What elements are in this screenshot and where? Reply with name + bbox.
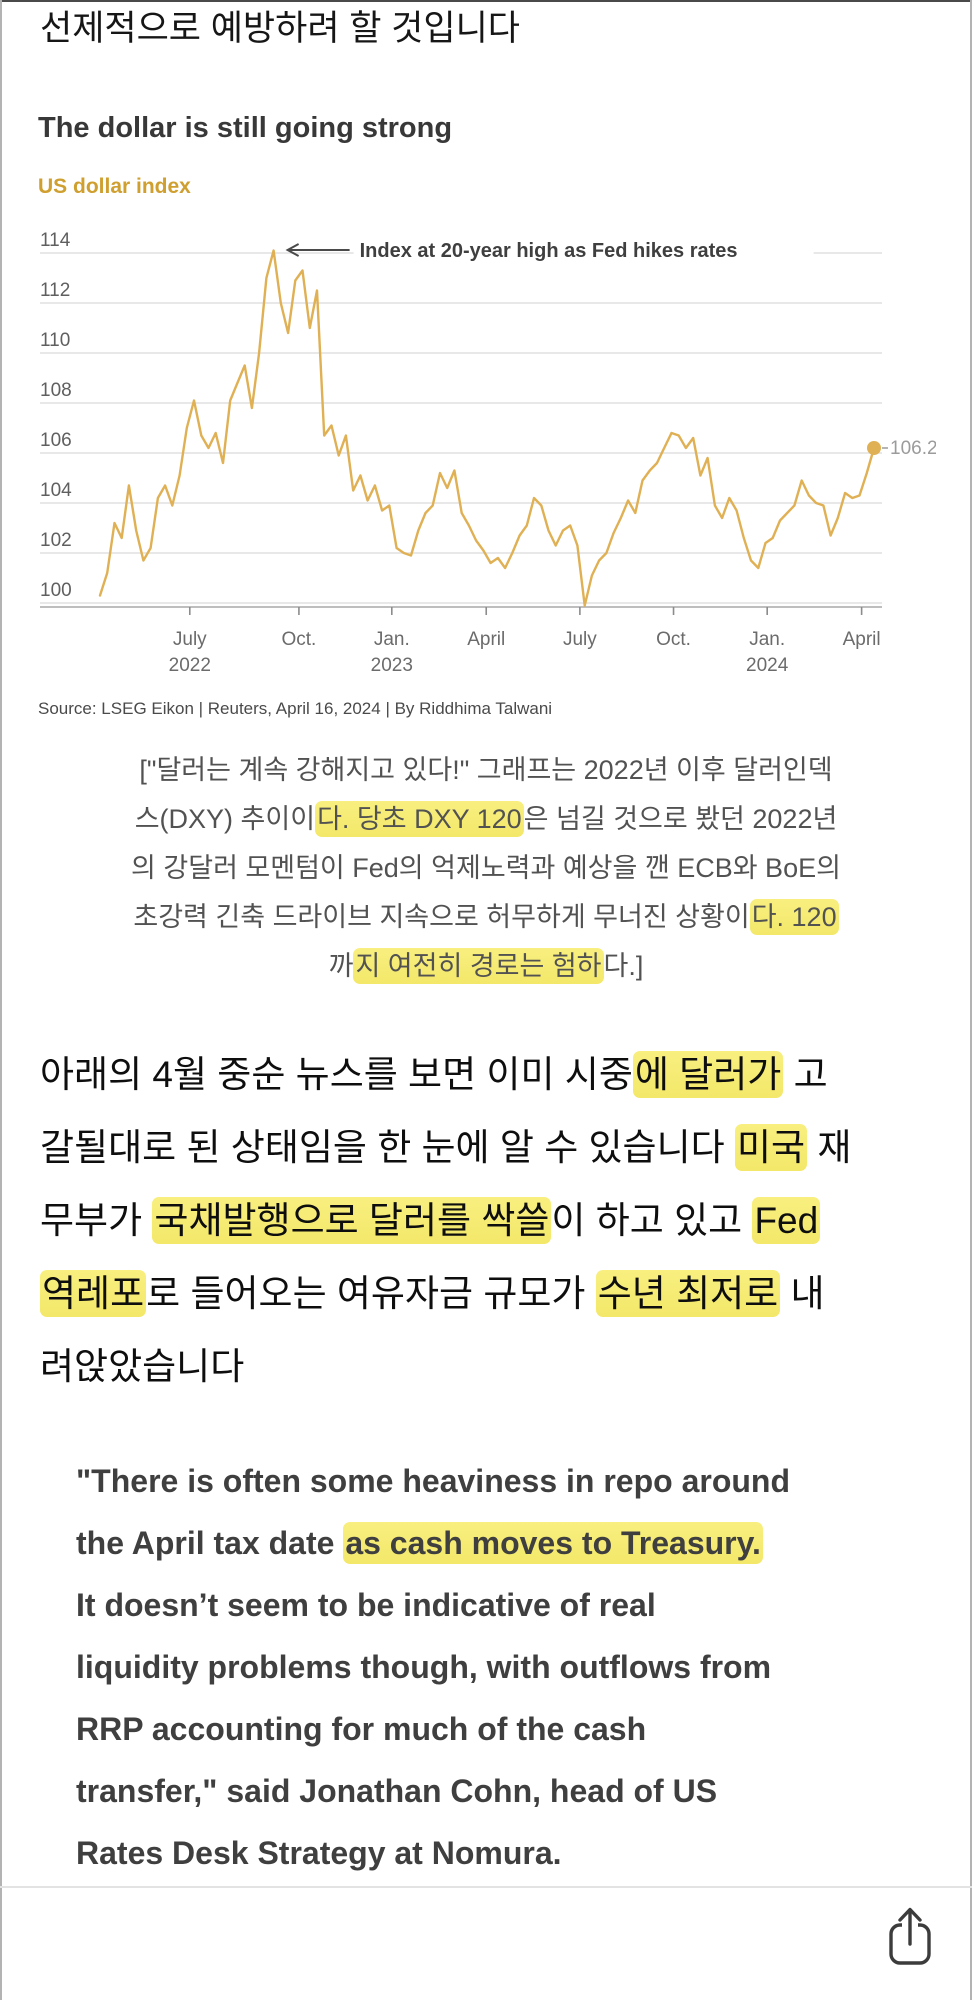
- highlight: 수년 최저로: [595, 1270, 781, 1317]
- svg-text:2024: 2024: [746, 655, 789, 676]
- page-title: 선제적으로 예방하려 할 것입니다: [40, 9, 520, 48]
- highlight: 다. 당초 DXY 120: [315, 801, 524, 837]
- body-paragraph: 아래의 4월 중순 뉴스를 보면 이미 시중에 달러가 고 갈될대로 된 상태임을…: [40, 1038, 948, 1403]
- screen-top-edge: [0, 0, 972, 2]
- text-line: "There is often some heaviness in repo a…: [76, 1463, 791, 1499]
- svg-text:100: 100: [40, 580, 72, 601]
- text-line: Rates Desk Strategy at Nomura.: [76, 1835, 562, 1871]
- screen-left-edge: [0, 0, 2, 2000]
- svg-text:Jan.: Jan.: [374, 629, 410, 650]
- svg-text:2022: 2022: [169, 655, 211, 676]
- highlight: 에 달러가: [632, 1051, 784, 1098]
- screen-right-edge: [970, 0, 972, 2000]
- share-button[interactable]: [882, 1904, 938, 1970]
- svg-text:Index at 20-year high as Fed h: Index at 20-year high as Fed hikes rates: [360, 240, 738, 262]
- svg-text:July: July: [173, 629, 207, 650]
- text-line: transfer," said Jonathan Cohn, head of U…: [76, 1773, 718, 1809]
- text-line: 려앉았습니다: [40, 1346, 245, 1387]
- svg-text:112: 112: [40, 280, 70, 301]
- svg-text:2023: 2023: [371, 655, 413, 676]
- bottom-divider: [0, 1886, 972, 1888]
- quote-block: "There is often some heaviness in repo a…: [76, 1450, 938, 1884]
- highlight: Fed: [752, 1197, 821, 1244]
- text-line: 아래의 4월 중순 뉴스를 보면 이미 시중에 달러가 고: [40, 1038, 948, 1111]
- svg-text:Oct.: Oct.: [656, 629, 691, 650]
- text-line: RRP accounting for much of the cash: [76, 1711, 647, 1747]
- highlight: 국채발행으로 달러를 싹쓸: [152, 1197, 552, 1244]
- text-line: 스(DXY) 추이이다. 당초 DXY 120은 넘길 것으로 봤던 2022년: [36, 795, 936, 844]
- svg-text:102: 102: [40, 530, 72, 551]
- svg-text:Jan.: Jan.: [749, 629, 785, 650]
- chart-subtitle: US dollar index: [38, 175, 191, 198]
- highlight: 미국: [734, 1124, 808, 1171]
- highlight: 다. 120: [749, 899, 839, 935]
- highlight: 지 여전히 경로는 험하: [353, 948, 604, 984]
- svg-text:108: 108: [40, 380, 72, 401]
- dollar-index-line-chart: 100 102 104 106 108 110 112 114 July 2022 Oct. Jan.…: [40, 230, 936, 676]
- share-icon: [889, 1907, 931, 1965]
- svg-text:Oct.: Oct.: [281, 629, 316, 650]
- text-line: 초강력 긴축 드라이브 지속으로 허무하게 무너진 상황이다. 120: [36, 893, 936, 942]
- svg-text:106.2: 106.2: [890, 438, 936, 459]
- text-line: 갈될대로 된 상태임을 한 눈에 알 수 있습니다 미국 재: [40, 1111, 948, 1184]
- svg-text:106: 106: [40, 430, 72, 451]
- svg-text:July: July: [563, 629, 597, 650]
- text-line: 역레포로 들어오는 여유자금 규모가 수년 최저로 내: [40, 1257, 948, 1330]
- text-line: 까지 여전히 경로는 험하다.]: [36, 942, 936, 991]
- chart-title: The dollar is still going strong: [38, 112, 453, 144]
- highlight: 역레포: [40, 1270, 147, 1317]
- svg-text:104: 104: [40, 480, 72, 501]
- text-line: 의 강달러 모멘텀이 Fed의 억제노력과 예상을 깬 ECB와 BoE의: [131, 853, 841, 883]
- text-line: 무부가 국채발행으로 달러를 싹쓸이 하고 있고 Fed: [40, 1184, 948, 1257]
- text-line: liquidity problems though, with outflows…: [76, 1649, 772, 1685]
- svg-text:April: April: [467, 629, 505, 650]
- chart-source-credit: Source: LSEG Eikon | Reuters, April 16, …: [38, 699, 553, 718]
- text-line: the April tax date as cash moves to Trea…: [76, 1512, 938, 1574]
- svg-text:114: 114: [40, 230, 71, 251]
- highlight: as cash moves to Treasury.: [343, 1522, 763, 1564]
- svg-text:April: April: [843, 629, 881, 650]
- svg-text:110: 110: [40, 330, 70, 351]
- text-line: It doesn’t seem to be indicative of real: [76, 1587, 656, 1623]
- text-line: ["달러는 계속 강해지고 있다!" 그래프는 2022년 이후 달러인덱: [139, 755, 833, 785]
